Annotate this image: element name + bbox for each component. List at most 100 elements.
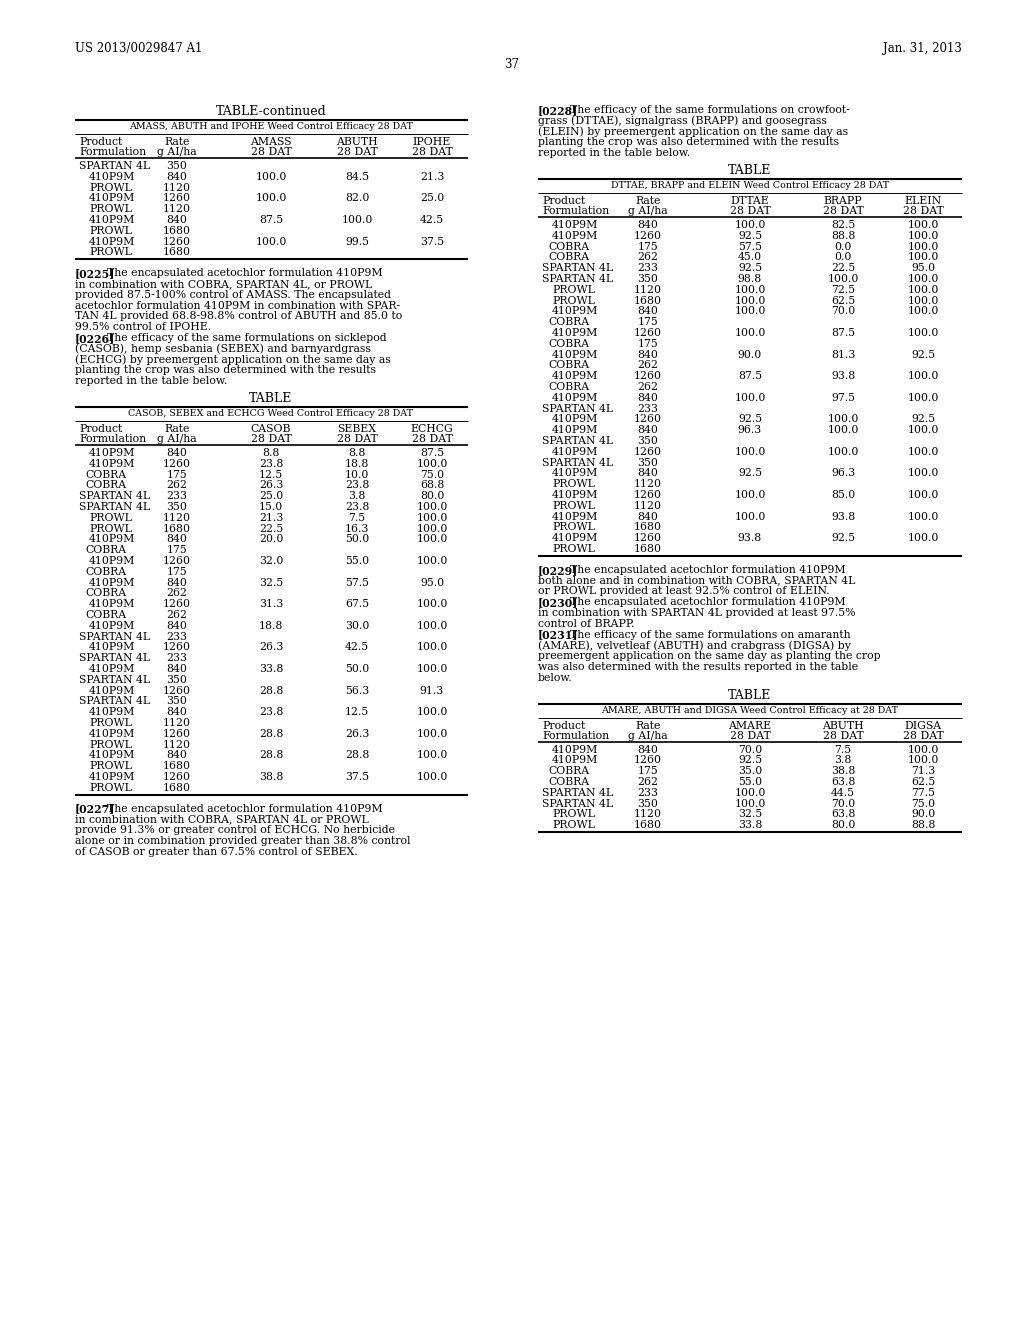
Text: 1260: 1260: [634, 755, 662, 766]
Text: The encapsulated acetochlor formulation 410P9M: The encapsulated acetochlor formulation …: [570, 565, 846, 574]
Text: Formulation: Formulation: [79, 434, 146, 444]
Text: 1120: 1120: [634, 285, 662, 294]
Text: AMASS: AMASS: [250, 137, 292, 147]
Text: 42.5: 42.5: [345, 643, 369, 652]
Text: 410P9M: 410P9M: [552, 755, 598, 766]
Text: 1680: 1680: [163, 783, 191, 793]
Text: PROWL: PROWL: [552, 544, 595, 554]
Text: 80.0: 80.0: [420, 491, 444, 502]
Text: 100.0: 100.0: [907, 285, 939, 294]
Text: Product: Product: [542, 721, 586, 730]
Text: SPARTAN 4L: SPARTAN 4L: [79, 491, 151, 502]
Text: 92.5: 92.5: [830, 533, 855, 544]
Text: BRAPP: BRAPP: [823, 195, 862, 206]
Text: 840: 840: [638, 425, 658, 436]
Text: 100.0: 100.0: [907, 469, 939, 478]
Text: 262: 262: [638, 777, 658, 787]
Text: 28 DAT: 28 DAT: [822, 730, 863, 741]
Text: 0.0: 0.0: [835, 252, 852, 263]
Text: 1680: 1680: [634, 820, 662, 830]
Text: 840: 840: [167, 708, 187, 717]
Text: 21.3: 21.3: [420, 172, 444, 182]
Text: both alone and in combination with COBRA, SPARTAN 4L: both alone and in combination with COBRA…: [538, 576, 855, 586]
Text: 410P9M: 410P9M: [552, 350, 598, 359]
Text: 175: 175: [638, 766, 658, 776]
Text: 35.0: 35.0: [738, 766, 762, 776]
Text: 410P9M: 410P9M: [89, 556, 135, 566]
Text: 57.5: 57.5: [738, 242, 762, 252]
Text: 410P9M: 410P9M: [89, 729, 135, 739]
Text: 410P9M: 410P9M: [552, 533, 598, 544]
Text: 100.0: 100.0: [734, 327, 766, 338]
Text: 44.5: 44.5: [831, 788, 855, 797]
Text: The efficacy of the same formulations on amaranth: The efficacy of the same formulations on…: [570, 630, 851, 640]
Text: 1260: 1260: [163, 236, 191, 247]
Text: 410P9M: 410P9M: [89, 620, 135, 631]
Text: planting the crop was also determined with the results: planting the crop was also determined wi…: [75, 366, 376, 375]
Text: COBRA: COBRA: [85, 589, 126, 598]
Text: 100.0: 100.0: [417, 772, 447, 781]
Text: acetochlor formulation 410P9M in combination with SPAR-: acetochlor formulation 410P9M in combina…: [75, 301, 400, 310]
Text: 88.8: 88.8: [830, 231, 855, 240]
Text: 175: 175: [167, 545, 187, 556]
Text: 233: 233: [638, 788, 658, 797]
Text: Product: Product: [79, 424, 122, 434]
Text: 100.0: 100.0: [907, 393, 939, 403]
Text: 1260: 1260: [163, 556, 191, 566]
Text: PROWL: PROWL: [89, 226, 132, 236]
Text: 28 DAT: 28 DAT: [902, 206, 943, 216]
Text: 262: 262: [167, 480, 187, 491]
Text: 350: 350: [638, 275, 658, 284]
Text: 840: 840: [167, 447, 187, 458]
Text: PROWL: PROWL: [89, 783, 132, 793]
Text: in combination with SPARTAN 4L provided at least 97.5%: in combination with SPARTAN 4L provided …: [538, 609, 855, 618]
Text: 87.5: 87.5: [259, 215, 283, 224]
Text: 410P9M: 410P9M: [89, 535, 135, 544]
Text: 68.8: 68.8: [420, 480, 444, 491]
Text: 92.5: 92.5: [738, 231, 762, 240]
Text: Formulation: Formulation: [79, 147, 146, 157]
Text: CASOB, SEBEX and ECHCG Weed Control Efficacy 28 DAT: CASOB, SEBEX and ECHCG Weed Control Effi…: [128, 409, 414, 418]
Text: or PROWL provided at least 92.5% control of ELEIN.: or PROWL provided at least 92.5% control…: [538, 586, 829, 597]
Text: 77.5: 77.5: [911, 788, 935, 797]
Text: 92.5: 92.5: [911, 414, 935, 425]
Text: 28 DAT: 28 DAT: [337, 434, 378, 444]
Text: 100.0: 100.0: [417, 664, 447, 675]
Text: 93.8: 93.8: [830, 371, 855, 381]
Text: Product: Product: [79, 137, 122, 147]
Text: 23.8: 23.8: [259, 708, 284, 717]
Text: 75.0: 75.0: [911, 799, 935, 809]
Text: 12.5: 12.5: [259, 470, 283, 479]
Text: 8.8: 8.8: [262, 447, 280, 458]
Text: 1260: 1260: [634, 533, 662, 544]
Text: 63.8: 63.8: [830, 809, 855, 820]
Text: 92.5: 92.5: [738, 414, 762, 425]
Text: 410P9M: 410P9M: [89, 685, 135, 696]
Text: 23.8: 23.8: [345, 480, 370, 491]
Text: alone or in combination provided greater than 38.8% control: alone or in combination provided greater…: [75, 836, 411, 846]
Text: 233: 233: [638, 404, 658, 413]
Text: 100.0: 100.0: [734, 306, 766, 317]
Text: 410P9M: 410P9M: [89, 599, 135, 610]
Text: 28 DAT: 28 DAT: [730, 730, 770, 741]
Text: 233: 233: [167, 653, 187, 663]
Text: [0229]: [0229]: [538, 565, 579, 576]
Text: 262: 262: [638, 381, 658, 392]
Text: 410P9M: 410P9M: [552, 327, 598, 338]
Text: [0226]: [0226]: [75, 333, 116, 345]
Text: 93.8: 93.8: [830, 512, 855, 521]
Text: SPARTAN 4L: SPARTAN 4L: [79, 653, 151, 663]
Text: 410P9M: 410P9M: [552, 306, 598, 317]
Text: ELEIN: ELEIN: [904, 195, 941, 206]
Text: 23.8: 23.8: [345, 502, 370, 512]
Text: SPARTAN 4L: SPARTAN 4L: [542, 275, 613, 284]
Text: 28 DAT: 28 DAT: [412, 434, 453, 444]
Text: [0230]: [0230]: [538, 597, 579, 609]
Text: 28 DAT: 28 DAT: [251, 434, 292, 444]
Text: 100.0: 100.0: [907, 327, 939, 338]
Text: 70.0: 70.0: [830, 799, 855, 809]
Text: TABLE: TABLE: [249, 392, 293, 405]
Text: 410P9M: 410P9M: [89, 643, 135, 652]
Text: 33.8: 33.8: [738, 820, 762, 830]
Text: 350: 350: [167, 502, 187, 512]
